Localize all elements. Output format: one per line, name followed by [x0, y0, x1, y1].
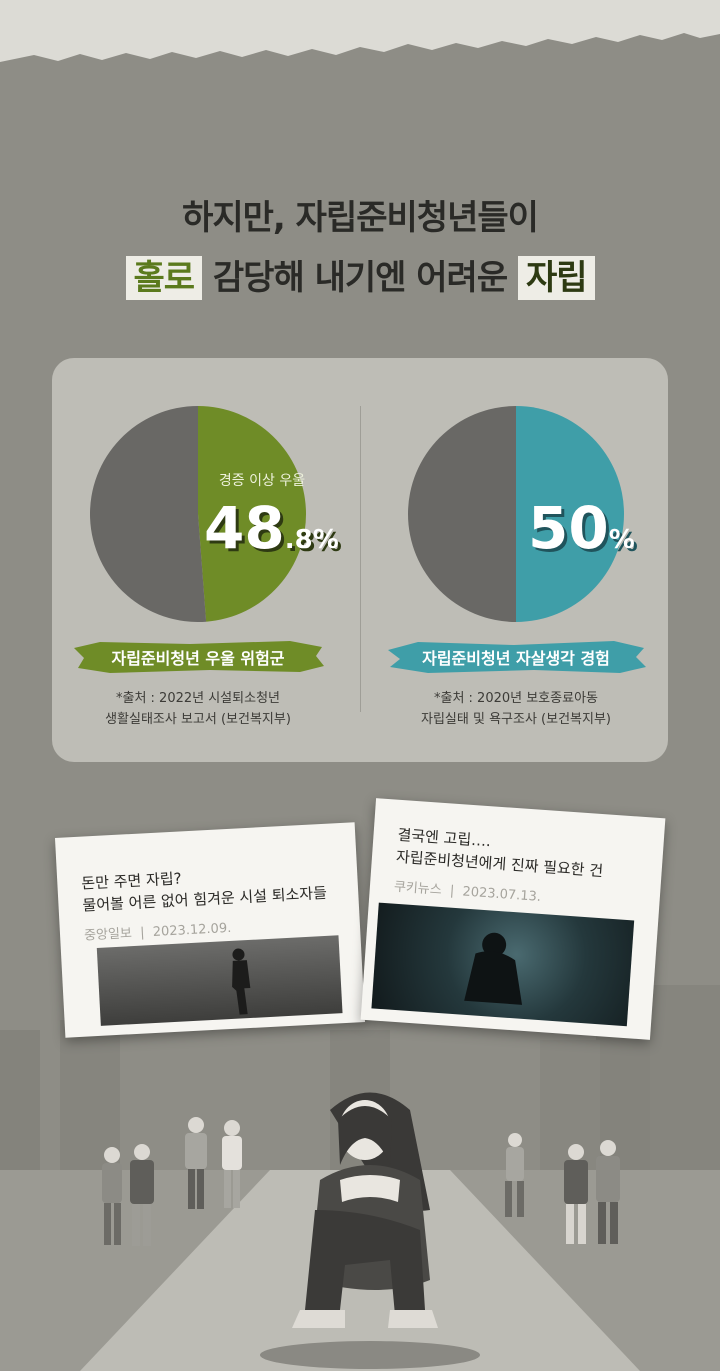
highlight-alone: 홀로 [125, 256, 203, 300]
headline-line2: 홀로 감당해 내기엔 어려운 자립 [0, 250, 720, 300]
sitting-person-illustration [260, 1092, 480, 1369]
pie-slice-remainder [408, 406, 516, 622]
big-value-48-8: 48.8% [204, 494, 339, 562]
brush-stroke-green [74, 641, 324, 673]
news-card-joongang[interactable]: 돈만 주면 자립? 물어볼 어른 없어 힘겨운 시설 퇴소자들 중앙일보 | 2… [54, 822, 366, 1038]
highlight-independence: 자립 [517, 256, 595, 300]
news-date: 2023.12.09. [152, 920, 232, 940]
caption-suicidal-text: 자립준비청년 자살생각 경험 [422, 649, 610, 668]
source-suicidal-line1: *출처 : 2020년 보호종료아동 [433, 691, 598, 706]
pie-label-mild-depression: 경증 이상 우울 [218, 473, 306, 489]
news-card-joongang-title: 돈만 주면 자립? 물어볼 어른 없어 힘겨운 시설 퇴소자들 [81, 860, 328, 917]
source-suicidal: *출처 : 2020년 보호종료아동 자립실태 및 욕구조사 (보건복지부) [376, 688, 656, 730]
news-date: 2023.07.13. [462, 884, 542, 905]
headline-line2-middle: 감당해 내기엔 어려운 [202, 258, 518, 298]
news-photo-sitting-person [371, 902, 635, 1027]
news-card-kuki-meta: 쿠키뉴스 | 2023.07.13. [393, 879, 542, 905]
source-suicidal-line2: 자립실태 및 욕구조사 (보건복지부) [421, 712, 611, 727]
news-source: 쿠키뉴스 [393, 879, 443, 898]
big-value-decimal: .8 [284, 525, 313, 555]
big-value-int: 48 [204, 494, 285, 562]
brush-stroke-teal [388, 641, 646, 673]
city-background-illustration [0, 980, 720, 1371]
pie-chart-suicidal-thoughts [408, 406, 624, 622]
big-value-unit-50: % [608, 525, 635, 555]
pie-chart-depression [90, 406, 306, 622]
source-depression-line2: 생활실태조사 보고서 (보건복지부) [105, 712, 291, 727]
caption-depression-risk: 자립준비청년 우울 위험군 [70, 638, 326, 676]
torn-paper-top [0, 0, 720, 62]
caption-depression-text: 자립준비청년 우울 위험군 [111, 649, 285, 668]
headline-line1: 하지만, 자립준비청년들이 [182, 198, 539, 238]
news-photo-walking-person [96, 935, 343, 1026]
news-card-kuki-title: 결국엔 고립…. 자립준비청년에게 진짜 필요한 건 [395, 824, 605, 882]
news-card-kuki[interactable]: 결국엔 고립…. 자립준비청년에게 진짜 필요한 건 쿠키뉴스 | 2023.0… [360, 798, 666, 1040]
big-value-int-50: 50 [528, 494, 609, 562]
silhouette-sitting-icon [464, 932, 523, 1005]
news-source: 중앙일보 [83, 926, 133, 944]
big-value-unit: % [312, 525, 339, 555]
source-depression-line1: *출처 : 2022년 시설퇴소청년 [115, 691, 280, 706]
pedestrians-left-illustration [102, 1117, 242, 1246]
pie-slice-highlight [198, 406, 306, 622]
pie-slice-highlight [516, 406, 624, 622]
source-depression: *출처 : 2022년 시설퇴소청년 생활실태조사 보고서 (보건복지부) [58, 688, 338, 730]
pie-slice-remainder [90, 406, 207, 622]
stats-panel: 경증 이상 우울 48.8% 자립준비청년 우울 위험군 *출처 : 2022년… [52, 358, 668, 762]
big-value-50: 50% [528, 494, 635, 562]
pedestrians-right-illustration [505, 1133, 620, 1244]
caption-suicidal-thoughts: 자립준비청년 자살생각 경험 [384, 638, 648, 676]
panel-divider [360, 406, 361, 712]
news-card-joongang-meta: 중앙일보 | 2023.12.09. [83, 920, 232, 944]
silhouette-walking-icon [232, 948, 251, 1015]
